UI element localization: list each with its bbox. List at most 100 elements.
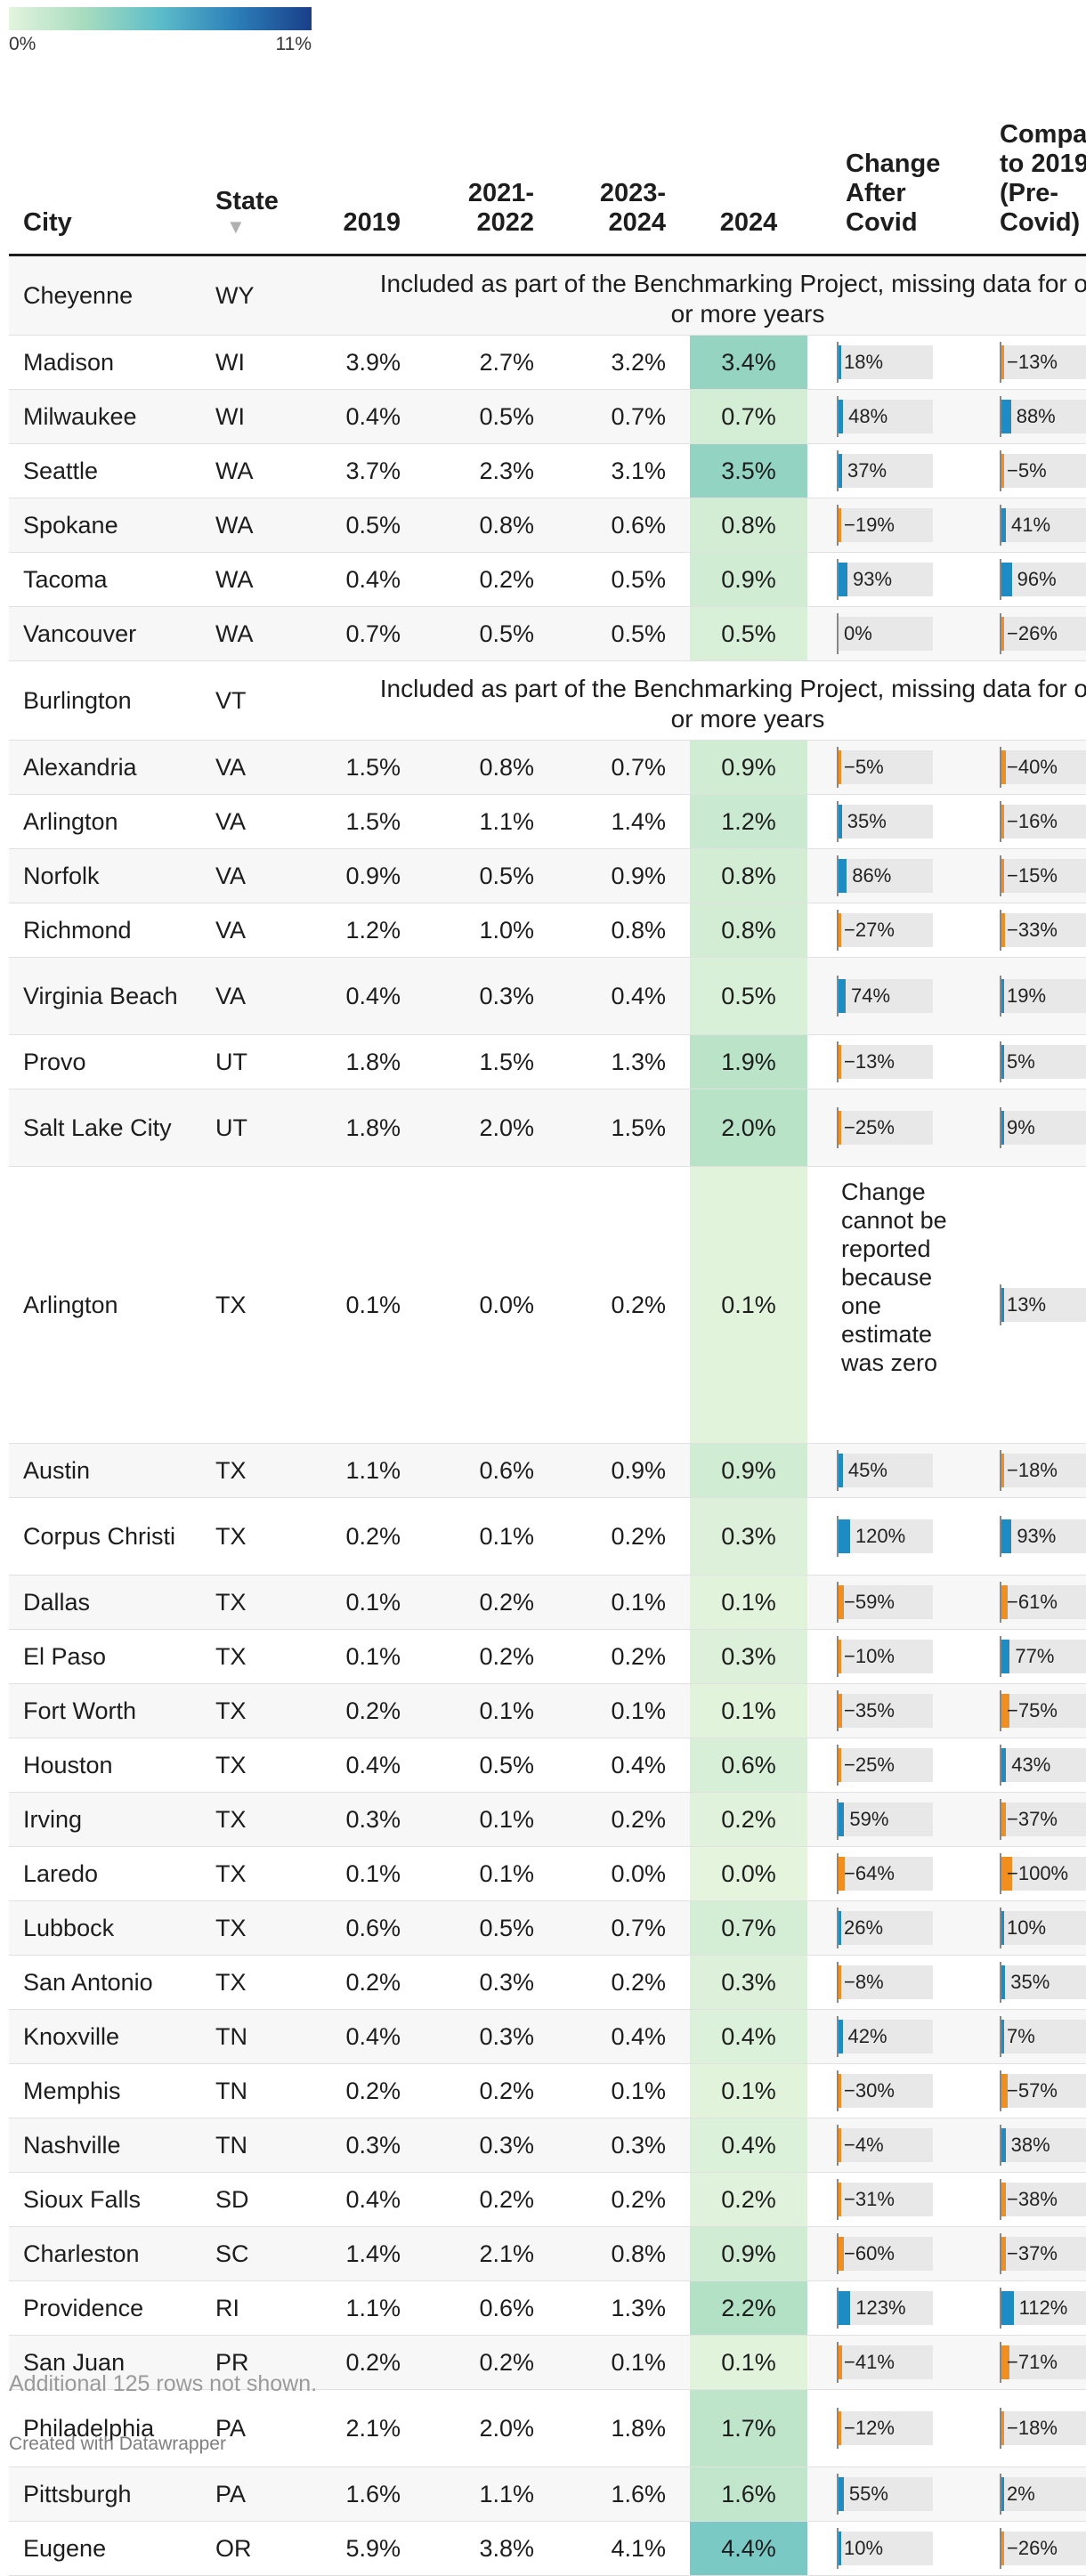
table-row: Irving TX 0.3% 0.1% 0.2% 0.2% 59% −37%	[9, 1793, 1086, 1847]
city-cell: Madison	[23, 349, 115, 376]
header-state[interactable]: State ▼	[215, 187, 279, 238]
table-row: Lubbock TX 0.6% 0.5% 0.7% 0.7% 26% 10%	[9, 1901, 1086, 1956]
change-not-reported-note: Change cannot be reported because one es…	[841, 1179, 947, 1376]
compared-to-2019-cell: −38%	[1000, 2173, 1086, 2226]
compare-value: 93%	[1017, 1525, 1057, 1547]
bar-zero-axis	[1000, 2016, 1001, 2057]
state-cell: SD	[215, 2186, 249, 2213]
header-2023-2024[interactable]: 2023- 2024	[599, 179, 666, 237]
positive-bar	[839, 345, 841, 379]
value-2023-2024: 0.2%	[611, 2186, 666, 2213]
header-2021-2022[interactable]: 2021- 2022	[467, 179, 534, 237]
change-after-covid-cell: 74%	[837, 958, 997, 1034]
missing-data-note: Included as part of the Benchmarking Pro…	[379, 270, 1086, 328]
bar-zero-axis	[837, 1582, 839, 1623]
compare-value: 41%	[1010, 514, 1051, 536]
change-bar: −60%	[837, 2233, 933, 2274]
compare-bar: −40%	[1000, 747, 1086, 788]
change-after-covid-cell: 59%	[837, 1793, 997, 1846]
value-2024-heat-cell: 0.8%	[690, 849, 807, 903]
change-value: 55%	[848, 2483, 888, 2505]
positive-bar	[839, 859, 847, 893]
change-value: 93%	[853, 568, 893, 590]
change-bar: 48%	[837, 396, 933, 437]
bar-zero-axis	[1000, 505, 1001, 546]
state-cell: PR	[215, 2349, 249, 2376]
compare-value: −26%	[1007, 622, 1058, 644]
compared-to-2019-cell: −57%	[1000, 2064, 1086, 2118]
compare-bar: 77%	[1000, 1636, 1086, 1677]
value-2024-heat-cell: 0.1%	[690, 1576, 807, 1629]
compared-to-2019-cell: 88%	[1000, 390, 1086, 443]
bar-zero-axis	[1000, 801, 1001, 842]
value-2024-heat-cell: 0.8%	[690, 903, 807, 957]
compare-value: 38%	[1010, 2134, 1050, 2156]
positive-bar	[1001, 2291, 1014, 2325]
negative-bar	[839, 1748, 841, 1782]
negative-bar	[1001, 617, 1005, 651]
header-compared-to-2019[interactable]: Compared to 2019 (Pre- Covid)	[1000, 120, 1086, 237]
value-2024-heat-cell: 0.1%	[690, 2064, 807, 2118]
table-row: El Paso TX 0.1% 0.2% 0.2% 0.3% −10% 77%	[9, 1630, 1086, 1684]
state-cell: OR	[215, 2535, 252, 2562]
change-value: 120%	[855, 1525, 906, 1547]
header-city[interactable]: City	[23, 208, 72, 237]
value-2019: 1.8%	[345, 1049, 401, 1075]
header-change-after-covid[interactable]: Change After Covid	[846, 150, 941, 237]
value-2019: 0.2%	[345, 2078, 401, 2104]
value-2024-heat-cell: 0.1%	[690, 1684, 807, 1738]
bar-zero-axis	[1000, 1516, 1001, 1557]
table-row: Fort Worth TX 0.2% 0.1% 0.1% 0.1% −35% −75%	[9, 1684, 1086, 1738]
compared-to-2019-cell: −13%	[1000, 336, 1086, 389]
bar-zero-axis	[1000, 2070, 1001, 2111]
negative-bar	[1001, 2183, 1006, 2216]
value-2024-heat-cell: 1.2%	[690, 795, 807, 848]
positive-bar	[1001, 979, 1004, 1013]
compare-value: 43%	[1011, 1754, 1051, 1776]
change-bar: 35%	[837, 801, 933, 842]
city-cell: Memphis	[23, 2078, 121, 2104]
value-2023-2024: 0.2%	[611, 1969, 666, 1996]
bar-zero-axis	[1000, 342, 1001, 383]
header-2019[interactable]: 2019	[343, 208, 401, 237]
value-2019: 2.1%	[345, 2415, 401, 2442]
change-value: 35%	[847, 810, 887, 832]
change-after-covid-cell: −4%	[837, 2118, 997, 2172]
negative-bar	[839, 1111, 841, 1145]
positive-bar	[1001, 1965, 1006, 1999]
value-2023-2024: 4.1%	[611, 2535, 666, 2562]
value-2021-2022: 0.5%	[479, 620, 534, 647]
negative-bar	[839, 2074, 842, 2108]
compared-to-2019-cell: −100%	[1000, 1847, 1086, 1900]
bar-zero-axis	[837, 2179, 839, 2220]
city-cell: Salt Lake City	[23, 1114, 172, 1141]
change-after-covid-cell: −35%	[837, 1684, 997, 1738]
positive-bar	[1001, 1045, 1004, 1079]
compare-value: 13%	[1007, 1293, 1047, 1316]
sort-descending-icon[interactable]: ▼	[226, 215, 246, 238]
value-2021-2022: 0.5%	[479, 863, 534, 889]
value-2023-2024: 0.1%	[611, 2349, 666, 2376]
positive-bar	[839, 400, 844, 433]
header-2024[interactable]: 2024	[719, 208, 778, 237]
value-2024-heat-cell: 0.9%	[690, 1444, 807, 1497]
positive-bar	[1001, 1911, 1004, 1945]
bar-zero-axis	[837, 2125, 839, 2166]
change-after-covid-cell: 123%	[837, 2281, 997, 2335]
compare-bar: −16%	[1000, 801, 1086, 842]
city-cell: El Paso	[23, 1643, 107, 1670]
bar-zero-axis	[1000, 1745, 1001, 1786]
state-cell: VT	[215, 687, 247, 714]
value-2023-2024: 1.8%	[611, 2415, 666, 2442]
credit-line[interactable]: Created with Datawrapper	[9, 2434, 226, 2454]
change-bar: 26%	[837, 1908, 933, 1948]
change-after-covid-cell: −30%	[837, 2064, 997, 2118]
table-row: Houston TX 0.4% 0.5% 0.4% 0.6% −25% 43%	[9, 1738, 1086, 1793]
change-after-covid-cell: 10%	[837, 2522, 997, 2575]
compared-to-2019-cell: 41%	[1000, 498, 1086, 552]
negative-bar	[1001, 805, 1004, 838]
table-row: Providence RI 1.1% 0.6% 1.3% 2.2% 123% 112%	[9, 2281, 1086, 2336]
negative-bar	[839, 2128, 841, 2162]
change-bar: −31%	[837, 2179, 933, 2220]
state-cell: TX	[215, 1457, 247, 1484]
